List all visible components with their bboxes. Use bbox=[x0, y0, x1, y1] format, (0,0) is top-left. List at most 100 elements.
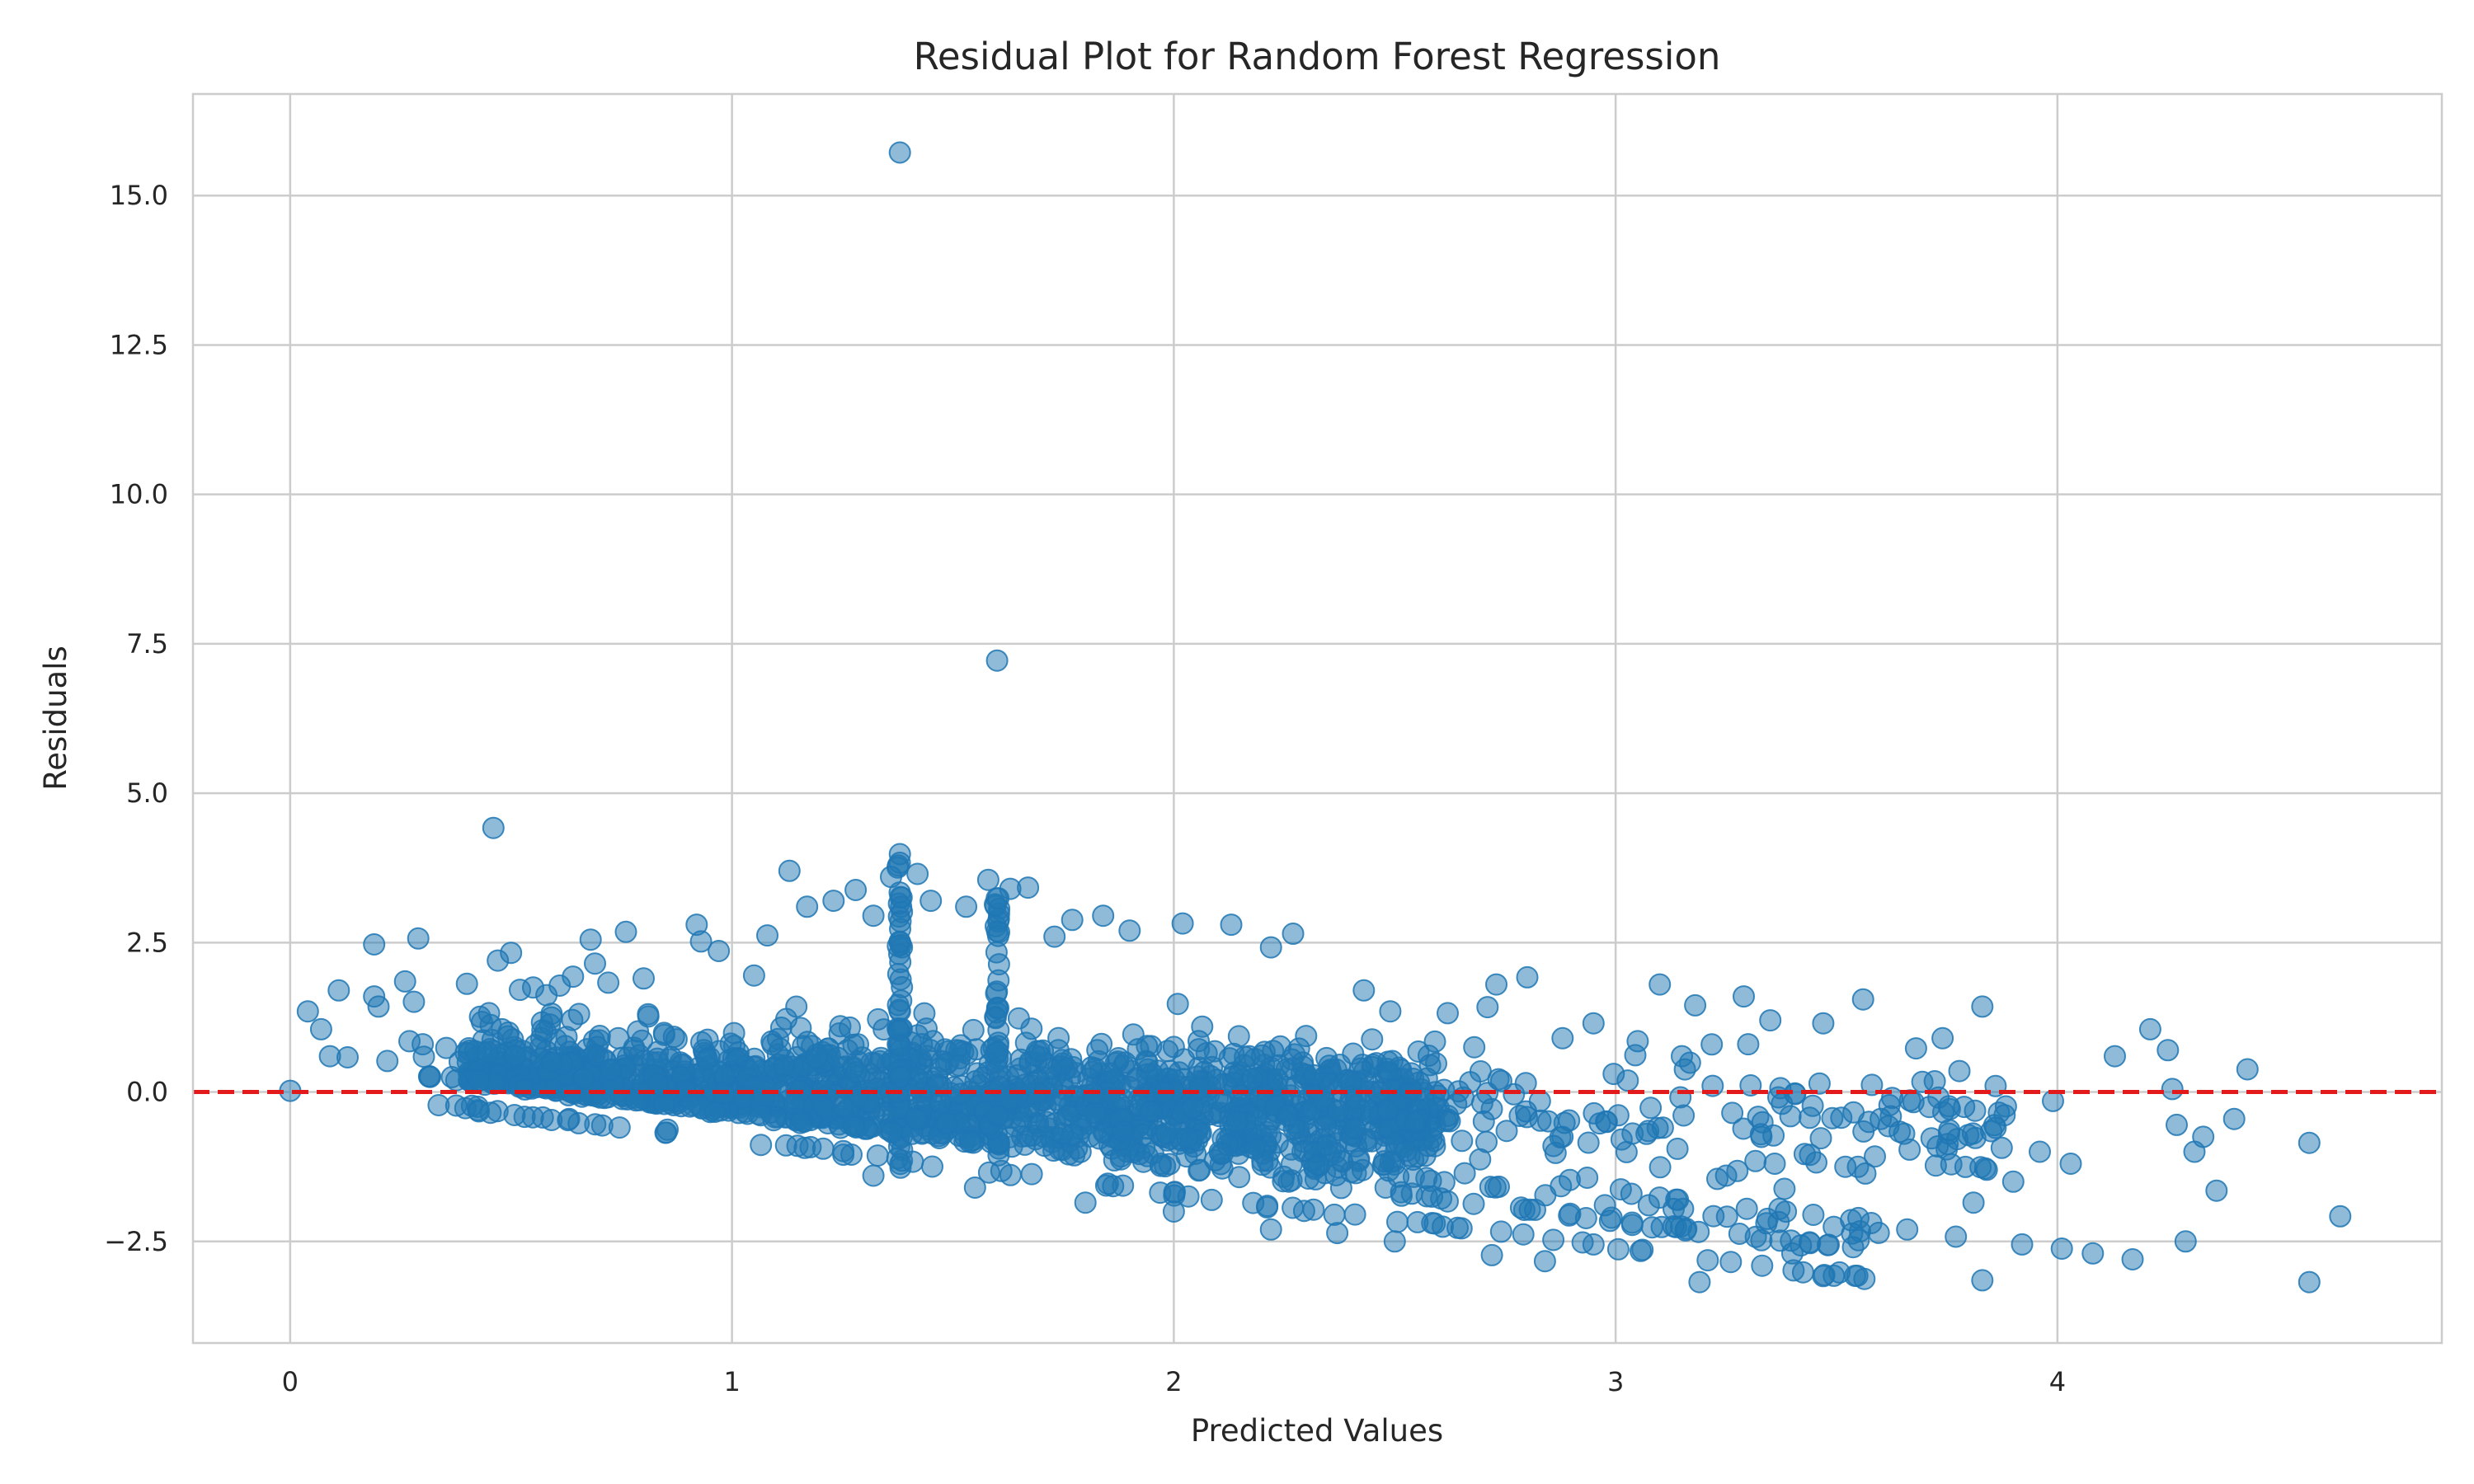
data-point bbox=[562, 965, 585, 989]
data-point bbox=[880, 866, 902, 889]
data-point bbox=[1756, 1207, 1779, 1230]
y-tick-label: 5.0 bbox=[126, 777, 168, 809]
data-point bbox=[1017, 876, 1040, 899]
data-point bbox=[1577, 1131, 1600, 1154]
data-point bbox=[1240, 1068, 1263, 1091]
data-point bbox=[497, 1021, 520, 1044]
data-point bbox=[1423, 1212, 1446, 1235]
data-point bbox=[1812, 1265, 1835, 1288]
data-point bbox=[904, 1107, 927, 1130]
data-point bbox=[597, 971, 620, 994]
data-point bbox=[1302, 1198, 1325, 1221]
data-point bbox=[1343, 1117, 1366, 1140]
data-point bbox=[627, 1020, 650, 1043]
data-point bbox=[1864, 1145, 1886, 1168]
data-point bbox=[327, 979, 350, 1002]
data-point bbox=[789, 1111, 812, 1134]
data-point bbox=[958, 1130, 981, 1153]
data-point bbox=[1343, 1203, 1366, 1226]
data-point bbox=[1834, 1155, 1857, 1178]
data-point bbox=[1948, 1059, 1971, 1082]
data-point bbox=[1352, 979, 1376, 1002]
data-point bbox=[655, 1121, 678, 1144]
data-point bbox=[889, 1065, 912, 1088]
data-point bbox=[1637, 1194, 1660, 1217]
data-point bbox=[986, 1104, 1009, 1127]
x-axis-label: Predicted Values bbox=[1191, 1413, 1443, 1449]
data-point bbox=[1450, 1217, 1473, 1240]
data-point bbox=[1188, 1159, 1211, 1182]
data-point bbox=[531, 1106, 554, 1129]
data-point bbox=[2161, 1078, 2184, 1101]
data-point bbox=[1282, 923, 1305, 945]
data-point bbox=[1139, 1100, 1162, 1123]
data-point bbox=[1610, 1128, 1633, 1151]
data-point bbox=[1361, 1028, 1384, 1051]
data-point bbox=[1163, 1181, 1186, 1204]
data-point bbox=[1516, 965, 1539, 989]
data-point bbox=[1971, 995, 1994, 1018]
data-point bbox=[1276, 1104, 1299, 1127]
data-point bbox=[1404, 1111, 1427, 1134]
y-axis-label: Residuals bbox=[38, 646, 73, 791]
y-axis-ticks: −2.5 0.0 2.5 5.0 7.5 10.0 12.5 15.0 bbox=[104, 180, 168, 1257]
data-point bbox=[1251, 1044, 1273, 1067]
chart-title: Residual Plot for Random Forest Regressi… bbox=[914, 35, 1721, 78]
data-point bbox=[1851, 988, 1874, 1011]
data-point bbox=[1626, 1030, 1649, 1053]
data-point bbox=[844, 1061, 868, 1083]
data-point bbox=[579, 928, 602, 951]
data-point bbox=[479, 1101, 502, 1125]
data-point bbox=[1462, 1192, 1485, 1215]
data-point bbox=[1823, 1215, 1846, 1238]
data-point bbox=[1763, 1153, 1786, 1175]
data-point bbox=[1542, 1228, 1565, 1252]
data-point bbox=[336, 1046, 359, 1068]
data-point bbox=[363, 933, 386, 956]
data-point bbox=[541, 1051, 564, 1073]
data-point bbox=[1259, 936, 1282, 959]
data-point bbox=[514, 1078, 537, 1101]
data-point bbox=[2104, 1045, 2126, 1068]
data-point bbox=[964, 1070, 987, 1092]
data-point bbox=[889, 910, 912, 933]
data-point bbox=[1051, 1122, 1075, 1145]
data-point bbox=[1306, 1153, 1329, 1176]
data-point bbox=[1551, 1026, 1574, 1050]
data-point bbox=[1086, 1039, 1109, 1062]
data-point bbox=[1962, 1191, 1985, 1214]
data-point bbox=[708, 940, 731, 962]
data-point bbox=[1870, 1107, 1893, 1130]
data-point bbox=[665, 1028, 688, 1051]
plot-frame bbox=[191, 92, 2443, 1345]
data-point bbox=[1649, 973, 1672, 996]
data-point bbox=[749, 1104, 772, 1127]
data-point bbox=[1117, 1076, 1141, 1098]
data-point bbox=[2121, 1248, 2144, 1270]
data-point bbox=[1702, 1205, 1725, 1228]
data-point bbox=[1463, 1036, 1486, 1059]
data-point bbox=[503, 1104, 526, 1126]
data-point bbox=[572, 1067, 595, 1090]
y-tick-label: 10.0 bbox=[110, 479, 168, 510]
data-point bbox=[984, 1007, 1007, 1030]
data-point bbox=[1971, 1269, 1994, 1292]
data-point bbox=[402, 990, 426, 1013]
data-point bbox=[1684, 993, 1707, 1017]
data-point bbox=[407, 927, 430, 950]
data-point bbox=[2174, 1230, 2197, 1253]
data-point bbox=[1376, 1099, 1399, 1121]
data-point bbox=[1606, 1237, 1630, 1261]
data-point bbox=[1595, 1111, 1618, 1134]
data-point bbox=[1472, 1110, 1495, 1133]
data-point bbox=[1582, 1233, 1605, 1256]
data-point bbox=[608, 1116, 631, 1139]
data-point bbox=[862, 1164, 885, 1187]
data-point bbox=[1773, 1177, 1796, 1200]
data-point bbox=[679, 1095, 702, 1118]
y-tick-label: 2.5 bbox=[126, 927, 168, 958]
data-point bbox=[1118, 919, 1141, 942]
data-point bbox=[1593, 1194, 1616, 1217]
x-tick-label: 0 bbox=[282, 1366, 299, 1397]
data-point bbox=[1751, 1254, 1774, 1277]
